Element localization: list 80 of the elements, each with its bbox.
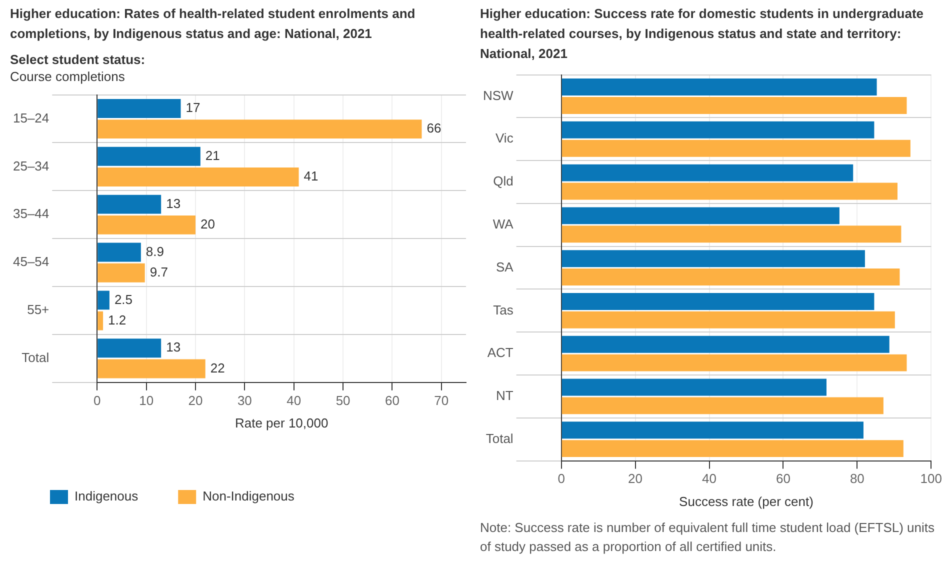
bar (562, 268, 900, 286)
y-tick-label: WA (492, 216, 514, 232)
legend-label: Non-Indigenous (202, 488, 295, 504)
data-label: 13 (166, 196, 181, 211)
bar (562, 397, 884, 414)
x-tick-label: 70 (434, 392, 449, 408)
bar (98, 215, 196, 234)
bar (98, 146, 200, 166)
data-label: 20 (200, 216, 215, 232)
bar (562, 336, 890, 353)
bar (562, 78, 877, 96)
data-label: 22 (210, 360, 225, 376)
bar (562, 207, 840, 224)
y-tick-label: 15–24 (12, 110, 50, 126)
bar (98, 168, 299, 186)
y-tick-label: 45–54 (12, 254, 50, 270)
bar (98, 98, 181, 118)
x-tick-label: 60 (776, 471, 790, 486)
bar (98, 311, 104, 330)
y-tick-label: Vic (496, 130, 514, 146)
data-label: 1.2 (108, 312, 126, 328)
bar (98, 263, 145, 282)
x-axis-title: Rate per 10,000 (234, 415, 328, 430)
bar (98, 120, 422, 139)
bar (562, 96, 907, 114)
x-axis-title: Success rate (per cent) (679, 494, 814, 509)
x-tick-label: 20 (628, 471, 643, 486)
bar (98, 359, 206, 378)
data-label: 8.9 (146, 244, 164, 259)
x-tick-label: 30 (237, 392, 252, 408)
x-tick-label: 40 (702, 471, 716, 486)
y-tick-label: Qld (493, 174, 514, 189)
data-label: 17 (186, 100, 200, 116)
y-tick-label: NSW (482, 88, 514, 103)
y-tick-label: Total (22, 350, 50, 366)
data-label: 41 (304, 168, 318, 184)
bar (98, 338, 162, 358)
chart-title: Higher education: Rates of health-related student enrolments and completions, by Indigenous status and age: National, 2021 (10, 5, 416, 43)
y-tick-label: Tas (493, 302, 514, 318)
x-tick-label: 50 (336, 392, 350, 408)
bar (562, 182, 898, 200)
legend-label: Indigenous (74, 488, 139, 504)
y-tick-label: Total (486, 430, 514, 446)
bar (562, 354, 907, 372)
text: Course completions (10, 69, 126, 84)
x-tick-label: 0 (558, 471, 565, 486)
y-tick-label: SA (496, 259, 514, 274)
chart-title: Higher education: Success rate for domestic students in undergraduate health-related courses, by Indigenous status and state and territory: National, 2021 (480, 5, 925, 63)
bar (562, 378, 826, 396)
data-label: 13 (166, 340, 181, 355)
bar (562, 422, 864, 439)
bar (562, 140, 910, 157)
bar (562, 226, 902, 243)
bar (562, 440, 904, 458)
data-label: 66 (426, 120, 442, 136)
bar (562, 292, 874, 310)
data-label: 2.5 (114, 292, 133, 307)
text: Note: Success rate is number of equivalent full time student load (EFTSL) units of study passed as a proportion of all certified units. (480, 519, 936, 556)
x-tick-label: 10 (139, 392, 154, 408)
x-tick-label: 100 (920, 471, 942, 486)
y-tick-label: 35–44 (12, 206, 50, 222)
bar (562, 250, 865, 268)
x-tick-label: 20 (188, 392, 203, 408)
bar (562, 121, 874, 138)
data-label: 9.7 (150, 264, 168, 280)
bar (562, 311, 895, 328)
y-tick-label: 25–34 (12, 158, 50, 174)
bar (98, 242, 141, 262)
x-tick-label: 80 (850, 471, 864, 486)
data-label: 21 (205, 148, 220, 163)
y-tick-label: ACT (487, 345, 514, 360)
y-tick-label: NT (496, 388, 514, 404)
x-tick-label: 40 (286, 392, 302, 408)
x-tick-label: 60 (384, 392, 400, 408)
bar (98, 194, 162, 214)
chart-subtitle: Select student status: (10, 52, 146, 67)
y-tick-label: 55+ (27, 302, 50, 318)
bar (98, 290, 110, 310)
bar (562, 164, 854, 182)
x-tick-label: 0 (94, 392, 101, 408)
